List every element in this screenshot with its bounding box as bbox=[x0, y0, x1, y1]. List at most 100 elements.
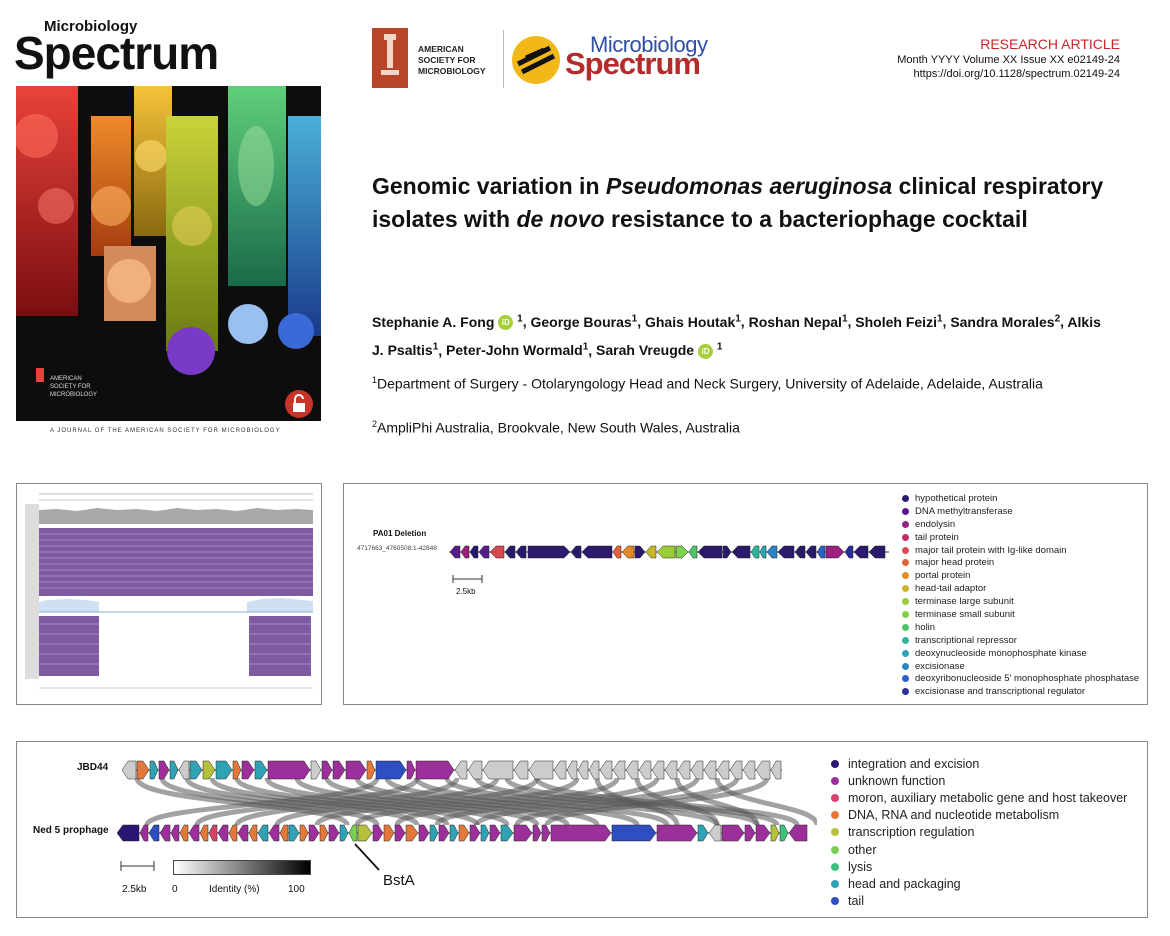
legend-swatch bbox=[902, 533, 909, 541]
gene-arrow bbox=[500, 824, 514, 842]
gene-arrow bbox=[299, 824, 309, 842]
gene-arrow bbox=[716, 760, 730, 780]
author[interactable]: Roshan Nepal1 bbox=[749, 313, 848, 330]
gene-arrow bbox=[688, 545, 698, 559]
gene-arrow bbox=[612, 545, 622, 559]
gene-arrow bbox=[394, 824, 406, 842]
author-affiliation-number: 1 bbox=[582, 341, 589, 353]
legend-item: deoxyribonucleoside 5' monophosphate pho… bbox=[902, 672, 1139, 685]
author[interactable]: Alkis J. Psaltis1 bbox=[372, 314, 1101, 359]
legend-swatch bbox=[902, 585, 909, 593]
legend-item: holin bbox=[902, 621, 1139, 634]
author[interactable]: Sarah Vreugde iD 1 bbox=[596, 342, 722, 360]
author[interactable]: Ghais Houtak1 bbox=[645, 313, 741, 330]
legend-item: integration and excision bbox=[831, 755, 1127, 772]
gene-arrow bbox=[460, 545, 470, 559]
orcid-icon[interactable]: iD bbox=[498, 315, 514, 331]
legend-label: endolysin bbox=[915, 518, 956, 530]
gene-arrow bbox=[664, 760, 678, 780]
gene-arrow bbox=[482, 760, 514, 780]
legend-label: excisionase bbox=[915, 660, 965, 672]
cover-society-line-3: MICROBIOLOGY bbox=[50, 392, 97, 398]
read-alignment-panel bbox=[16, 483, 322, 705]
gene-arrow bbox=[853, 545, 869, 559]
legend-swatch bbox=[831, 862, 839, 871]
gene-arrow bbox=[697, 824, 709, 842]
legend-item: lysis bbox=[831, 858, 1127, 875]
legend-swatch bbox=[902, 623, 909, 631]
author-affiliation-number: 1 bbox=[841, 313, 848, 324]
author-name: Sarah Vreugde bbox=[596, 342, 695, 359]
gene-arrow bbox=[625, 760, 639, 780]
gene-arrow bbox=[418, 824, 430, 842]
legend-label: transcriptional repressor bbox=[915, 634, 1017, 646]
legend-label: excisionase and transcriptional regulato… bbox=[915, 686, 1086, 698]
pa01-legend: hypothetical protein DNA methyltransferas… bbox=[902, 492, 1139, 698]
legend-swatch bbox=[902, 546, 909, 554]
legend-item: DNA methyltransferase bbox=[902, 505, 1139, 518]
gene-arrow bbox=[729, 760, 743, 780]
gene-arrow bbox=[217, 824, 229, 842]
pa01-scale-label: 2.5kb bbox=[456, 587, 476, 596]
gene-arrow bbox=[339, 824, 349, 842]
gene-arrow bbox=[759, 545, 767, 559]
gene-arrow bbox=[550, 824, 612, 842]
gene-arrow bbox=[237, 824, 249, 842]
title-part-1: Genomic variation in bbox=[372, 173, 606, 199]
author-name: Sholeh Feizi bbox=[855, 313, 937, 330]
gene-arrow bbox=[406, 760, 416, 780]
gene-arrow bbox=[232, 760, 242, 780]
gene-arrow bbox=[645, 545, 657, 559]
bsta-pointer-line bbox=[354, 843, 380, 871]
identity-gradient-bar bbox=[173, 860, 311, 875]
gene-arrow bbox=[248, 824, 258, 842]
pa01-coordinates: 4717663_4760508:1-42848 bbox=[357, 545, 437, 552]
legend-swatch bbox=[831, 879, 839, 888]
author-name: Sandra Morales bbox=[950, 313, 1055, 330]
doi-link[interactable]: https://doi.org/10.1128/spectrum.02149-2… bbox=[913, 68, 1121, 80]
gene-arrow bbox=[611, 824, 657, 842]
gene-arrow bbox=[697, 545, 723, 559]
author[interactable]: George Bouras1 bbox=[530, 313, 638, 330]
gene-arrow bbox=[328, 824, 340, 842]
gene-arrow bbox=[513, 824, 533, 842]
author-affiliation-number: 1 bbox=[432, 341, 439, 353]
author[interactable]: Sholeh Feizi1 bbox=[855, 313, 942, 330]
gene-arrow bbox=[532, 824, 542, 842]
gene-arrow bbox=[449, 824, 459, 842]
cover-society-line-1: AMERICAN bbox=[50, 376, 82, 382]
legend-swatch bbox=[831, 897, 839, 906]
gene-arrow bbox=[825, 545, 845, 559]
asm-logo-text: AMERICAN SOCIETY FOR MICROBIOLOGY bbox=[418, 44, 508, 77]
author[interactable]: Sandra Morales2 bbox=[950, 313, 1060, 330]
gene-arrow bbox=[638, 760, 652, 780]
gene-arrow bbox=[449, 545, 461, 559]
gene-arrow bbox=[788, 824, 808, 842]
gene-arrow bbox=[844, 545, 854, 559]
asm-logo-icon bbox=[372, 28, 408, 88]
gene-arrow bbox=[570, 545, 582, 559]
title-italic-2: de novo bbox=[516, 206, 605, 232]
gene-arrow bbox=[581, 545, 613, 559]
author-name: George Bouras bbox=[530, 313, 632, 330]
legend-item: DNA, RNA and nucleotide metabolism bbox=[831, 807, 1127, 824]
orcid-icon[interactable]: iD bbox=[697, 344, 713, 360]
gene-arrow bbox=[677, 760, 691, 780]
gene-arrow bbox=[357, 824, 373, 842]
legend-item: tail bbox=[831, 893, 1127, 910]
gene-arrow bbox=[215, 760, 233, 780]
author[interactable]: Peter-John Wormald1 bbox=[446, 341, 589, 359]
gene-arrow bbox=[469, 824, 481, 842]
gene-arrow bbox=[656, 545, 676, 559]
pa01-gene-map bbox=[449, 545, 889, 559]
cover-journal-name: Spectrum bbox=[14, 27, 219, 79]
gene-arrow bbox=[634, 545, 646, 559]
legend-swatch bbox=[831, 759, 839, 768]
gene-arrow bbox=[257, 824, 269, 842]
author[interactable]: Stephanie A. Fong iD 1 bbox=[372, 313, 523, 331]
legend-swatch bbox=[902, 598, 909, 606]
gene-arrow bbox=[254, 760, 268, 780]
gene-arrow bbox=[383, 824, 395, 842]
legend-swatch bbox=[902, 507, 909, 515]
legend-label: terminase small subunit bbox=[915, 608, 1015, 620]
